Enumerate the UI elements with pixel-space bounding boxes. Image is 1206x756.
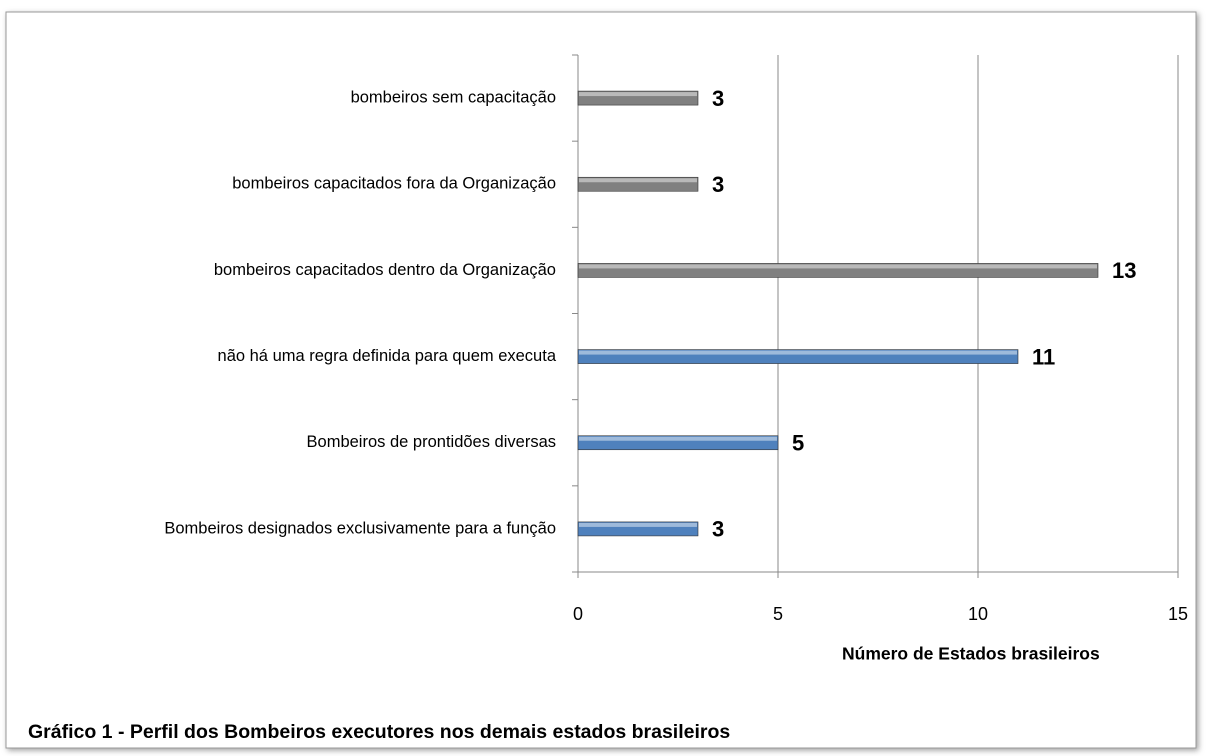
data-label: 5 <box>792 431 804 456</box>
caption: Gráfico 1 - Perfil dos Bombeiros executo… <box>28 721 730 743</box>
bar <box>577 176 699 192</box>
frame <box>5 11 1197 749</box>
x-axis-label: Número de Estados brasileiros <box>842 644 1100 664</box>
bar-highlight <box>579 178 697 183</box>
data-label: 11 <box>1032 344 1055 369</box>
bar-highlight <box>579 436 777 441</box>
y-tick-label: bombeiros capacitados fora da Organizaçã… <box>232 175 556 193</box>
bar <box>577 263 1099 278</box>
bar <box>577 349 1019 364</box>
x-tick-label: 10 <box>968 604 988 624</box>
data-label: 13 <box>1112 258 1136 283</box>
y-tick-label: bombeiros capacitados dentro da Organiza… <box>214 261 556 279</box>
y-tick-label: Bombeiros de prontidões diversas <box>307 433 556 451</box>
x-tick-label: 15 <box>1168 604 1188 624</box>
y-tick-label: não há uma regra definida para quem exec… <box>218 347 557 365</box>
y-tick-label: bombeiros sem capacitação <box>351 88 556 106</box>
bar <box>577 435 779 451</box>
x-tick-label: 0 <box>573 604 583 624</box>
y-tick-label: Bombeiros designados exclusivamente para… <box>164 519 556 537</box>
x-tick-label: 5 <box>773 604 783 624</box>
bar-highlight <box>579 264 1097 269</box>
data-label: 3 <box>712 517 724 542</box>
bar-highlight <box>579 350 1017 355</box>
data-label: 3 <box>712 172 724 197</box>
bar <box>577 90 699 106</box>
data-label: 3 <box>712 86 724 111</box>
bar-highlight <box>579 92 697 97</box>
bar <box>577 521 699 537</box>
bar-highlight <box>579 522 697 527</box>
